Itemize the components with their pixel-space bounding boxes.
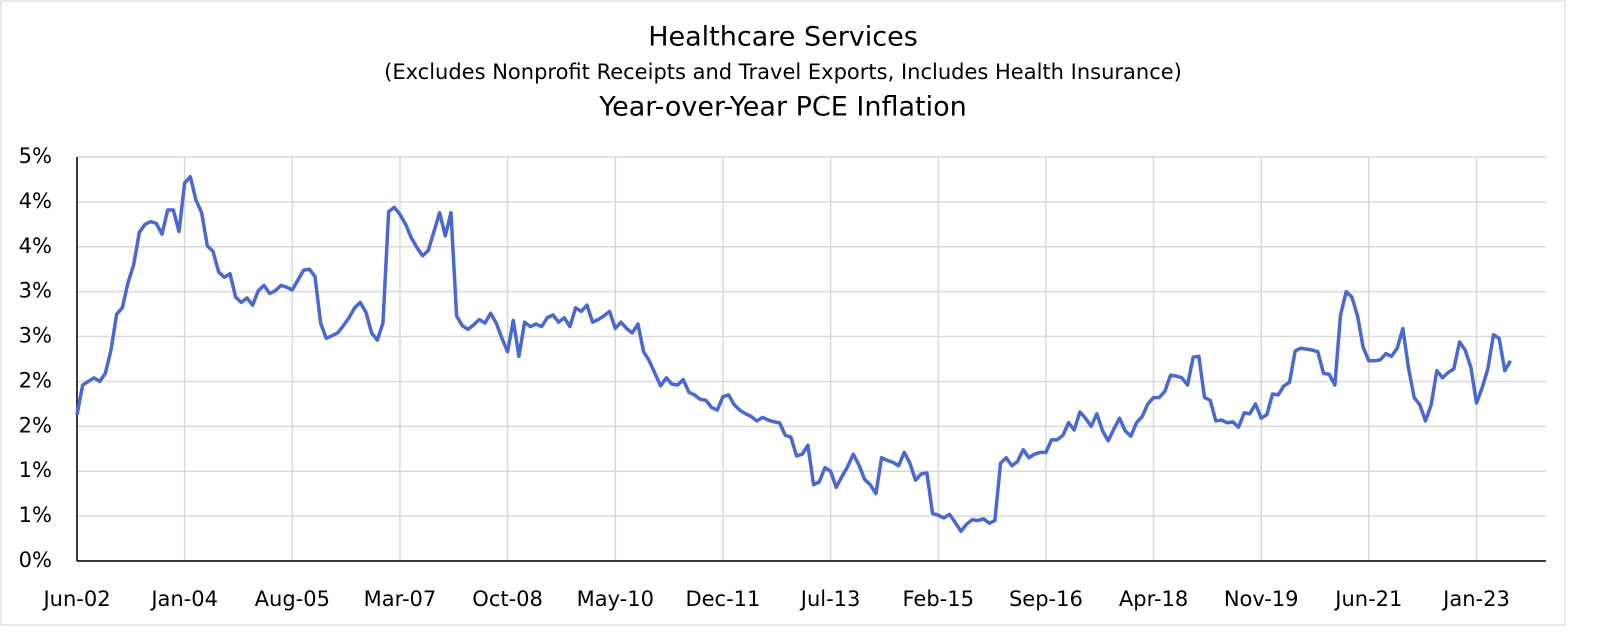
x-tick-label: Jul-13 <box>799 587 861 611</box>
x-tick-label: Mar-07 <box>364 587 437 611</box>
x-tick-label: Oct-08 <box>472 587 543 611</box>
x-tick-label: Jun-21 <box>1333 587 1402 611</box>
y-tick-label: 2% <box>19 413 52 437</box>
x-tick-label: Feb-15 <box>902 587 973 611</box>
y-tick-label: 1% <box>19 458 52 482</box>
y-tick-label: 3% <box>19 279 52 303</box>
x-tick-label: Apr-18 <box>1119 587 1188 611</box>
y-tick-label: 3% <box>19 324 52 348</box>
x-tick-label: Jun-02 <box>41 587 110 611</box>
y-tick-label: 1% <box>19 503 52 527</box>
x-tick-label: Jan-04 <box>149 587 218 611</box>
y-tick-label: 0% <box>19 548 52 572</box>
chart-title: Healthcare Services <box>648 22 918 53</box>
x-tick-label: May-10 <box>577 587 654 611</box>
y-tick-label: 4% <box>19 189 52 213</box>
data-line <box>75 175 1513 534</box>
y-tick-label: 2% <box>19 368 52 392</box>
x-tick-label: Nov-19 <box>1224 587 1299 611</box>
x-tick-label: Dec-11 <box>685 587 760 611</box>
chart-frame <box>0 0 1566 626</box>
x-tick-label: Sep-16 <box>1009 587 1083 611</box>
y-tick-label: 4% <box>19 234 52 258</box>
x-tick-label: Aug-05 <box>255 587 330 611</box>
y-tick-label: 5% <box>19 144 52 168</box>
x-tick-label: Jan-23 <box>1441 587 1510 611</box>
chart-subtitle: (Excludes Nonprofit Receipts and Travel … <box>384 60 1182 84</box>
chart-subtitle: Year-over-Year PCE Inflation <box>598 92 967 123</box>
